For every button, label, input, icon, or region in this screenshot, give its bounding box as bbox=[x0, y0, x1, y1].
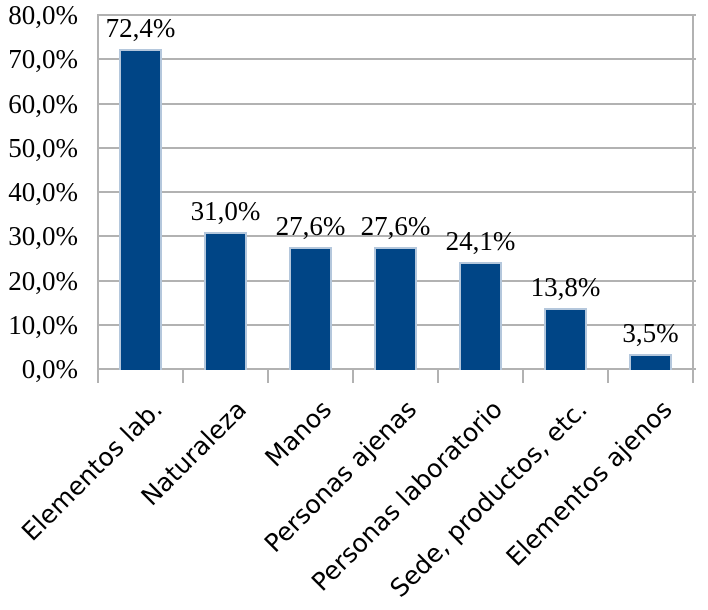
y-tick-label: 80,0% bbox=[8, 0, 78, 30]
bar-value-label: 24,1% bbox=[445, 226, 516, 257]
bar bbox=[119, 48, 162, 370]
bar bbox=[289, 246, 332, 370]
bar bbox=[629, 353, 672, 370]
bar-value-label: 31,0% bbox=[190, 195, 261, 226]
x-axis-tick bbox=[182, 368, 184, 383]
y-tick-label: 20,0% bbox=[8, 265, 78, 296]
y-tick-label: 50,0% bbox=[8, 132, 78, 163]
y-tick-label: 70,0% bbox=[8, 44, 78, 75]
x-axis-tick bbox=[352, 368, 354, 383]
y-gridline bbox=[97, 191, 696, 193]
y-gridline bbox=[97, 146, 696, 149]
x-category-label: Elementos ajenos bbox=[500, 394, 678, 572]
y-tick-label: 40,0% bbox=[8, 177, 78, 207]
y-gridline bbox=[97, 14, 696, 16]
x-category-label: Elementos lab. bbox=[15, 394, 168, 547]
y-tick-label: 60,0% bbox=[8, 88, 78, 119]
bar-value-label: 3,5% bbox=[622, 317, 679, 348]
y-gridline bbox=[97, 102, 696, 105]
y-tick-label: 10,0% bbox=[8, 309, 78, 340]
bar-value-label: 27,6% bbox=[360, 210, 431, 241]
y-tick-label: 30,0% bbox=[8, 221, 78, 252]
bar-value-label: 27,6% bbox=[275, 210, 346, 241]
plot-border bbox=[692, 14, 694, 383]
y-tick-label: 0,0% bbox=[21, 354, 78, 384]
bar bbox=[544, 307, 587, 370]
bar bbox=[459, 262, 502, 370]
x-axis-tick bbox=[267, 368, 269, 383]
x-category-label: Personas ajenas bbox=[259, 394, 423, 559]
x-axis-tick bbox=[607, 368, 609, 383]
x-axis-tick bbox=[522, 368, 524, 383]
bar bbox=[204, 231, 247, 370]
y-gridline bbox=[97, 235, 696, 238]
bar-value-label: 72,4% bbox=[105, 12, 176, 43]
x-category-label: Manos bbox=[259, 394, 338, 473]
plot-border bbox=[97, 14, 99, 383]
x-axis-tick bbox=[437, 368, 439, 383]
bar-value-label: 13,8% bbox=[530, 271, 601, 302]
bar bbox=[374, 246, 417, 370]
y-gridline bbox=[97, 58, 696, 61]
